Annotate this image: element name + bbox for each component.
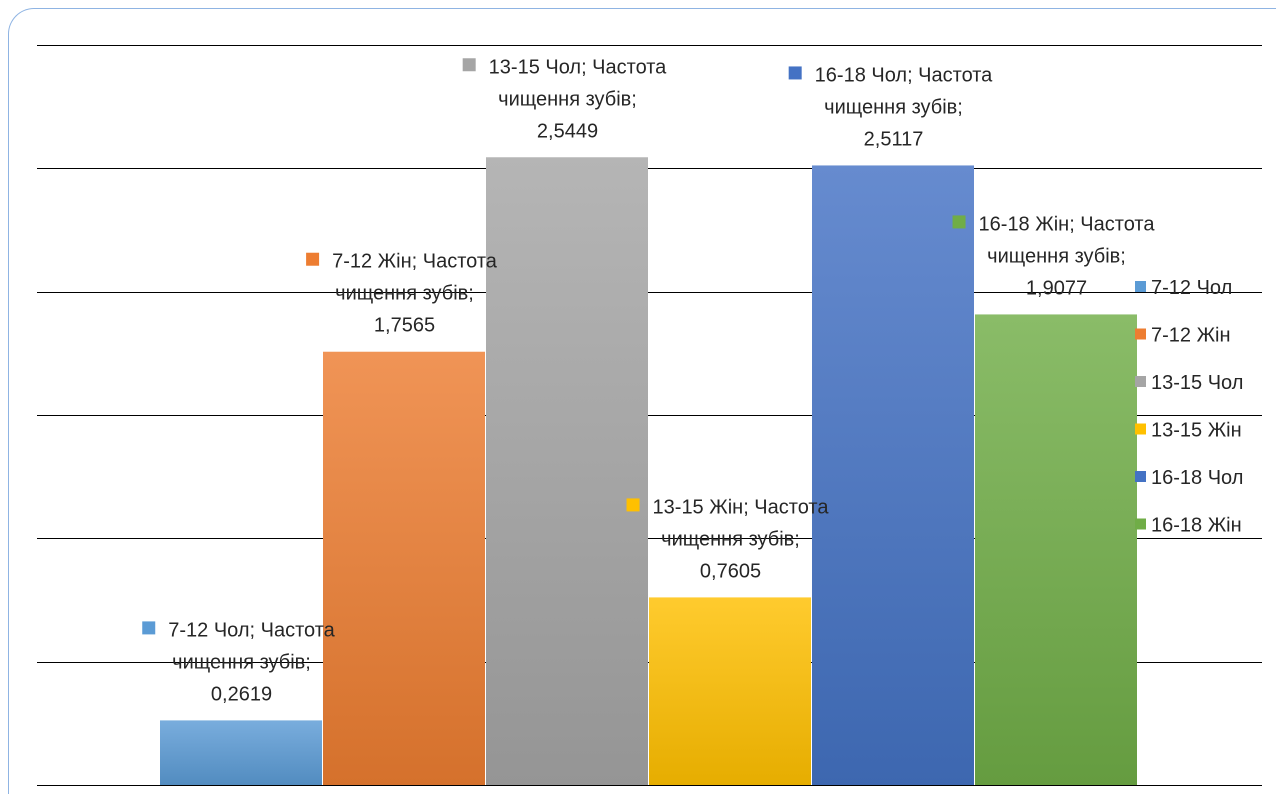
bar-7-12-Жін [323,351,485,785]
data-label-key-13-15-Жін [626,498,640,512]
bar-16-18-Жін [975,314,1137,785]
data-label-16-18-Жін-line2: чищення зубів; [987,245,1126,267]
data-label-16-18-Жін-line3: 1,9077 [1026,277,1087,299]
data-label-key-16-18-Чол [788,66,802,80]
legend-label-13-15-Жін: 13-15 Жін [1151,420,1242,442]
legend-label-13-15-Чол: 13-15 Чол [1151,372,1243,394]
data-label-16-18-Чол-line3: 2,5117 [864,128,924,150]
data-label-13-15-Жін-line2: чищення зубів; [661,528,800,550]
bar-13-15-Чол [486,157,648,785]
chart-frame [8,8,1276,794]
data-label-13-15-Жін-line1: 13-15 Жін; Частота [653,496,830,518]
bar-7-12-Чол [160,720,322,785]
data-label-13-15-Чол-line2: чищення зубів; [498,88,637,110]
data-label-16-18-Чол-line2: чищення зубів; [824,96,963,118]
data-labels: 7-12 Чол; Частота чищення зубів; 0,2619 7-1… [142,56,1155,705]
data-label-key-7-12-Чол [142,621,156,635]
legend-key-13-15-Жін [1135,423,1146,435]
data-label-7-12-Чол-line2: чищення зубів; [172,651,311,673]
data-label-13-15-Жін-line3: 0,7605 [700,560,761,582]
legend-label-16-18-Чол: 16-18 Чол [1151,467,1243,489]
data-label-7-12-Чол-line1: 7-12 Чол; Частота [168,619,335,641]
legend-key-16-18-Жін [1135,518,1146,530]
data-label-7-12-Жін-line3: 1,7565 [374,315,435,337]
data-label-7-12-Жін-line1: 7-12 Жін; Частота [332,251,498,273]
bar-13-15-Жін [649,597,811,785]
data-label-key-7-12-Жін [306,252,320,266]
data-label-key-16-18-Жін [952,215,966,229]
data-label-13-15-Чол-line3: 2,5449 [537,120,598,142]
data-label-13-15-Чол-line1: 13-15 Чол; Частота [489,56,668,78]
bar-16-18-Чол [812,165,974,785]
data-label-7-12-Жін-line2: чищення зубів; [335,283,474,305]
legend-key-13-15-Чол [1135,376,1146,387]
data-label-key-13-15-Чол [462,58,476,72]
data-label-16-18-Чол-line1: 16-18 Чол; Частота [815,64,994,86]
legend: 7-12 Чол 7-12 Жін 13-15 Чол 13-15 Жін 16-18 … [1135,277,1243,537]
legend-label-7-12-Жін: 7-12 Жін [1151,325,1231,347]
data-label-7-12-Чол-line3: 0,2619 [211,683,272,705]
legend-label-16-18-Жін: 16-18 Жін [1151,515,1242,537]
bars [160,157,1137,785]
data-label-16-18-Жін-line1: 16-18 Жін; Частота [979,213,1156,235]
legend-key-7-12-Чол [1135,281,1146,292]
legend-key-7-12-Жін [1135,328,1146,340]
legend-label-7-12-Чол: 7-12 Чол [1151,277,1232,299]
legend-key-16-18-Чол [1135,471,1146,482]
